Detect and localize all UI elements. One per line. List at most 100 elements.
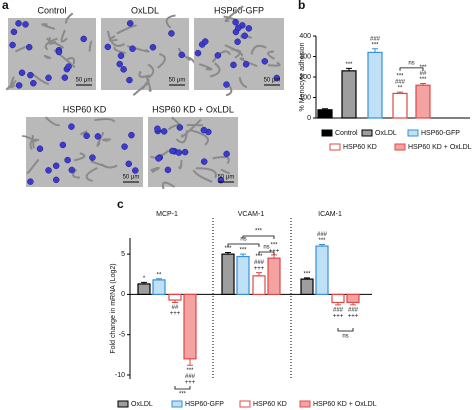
error-bar — [240, 253, 246, 257]
significance: *** — [239, 248, 247, 254]
micrograph — [8, 18, 96, 90]
significance: ### — [395, 80, 406, 86]
significance: * — [143, 276, 146, 282]
legend-swatch — [361, 129, 373, 137]
error-bar — [187, 358, 193, 366]
legend-label: Control — [335, 130, 358, 137]
panel-label: c — [117, 197, 124, 211]
group-label: ICAM-1 — [318, 211, 342, 218]
cell-shape — [72, 168, 80, 179]
legend-label: OxLDL — [375, 130, 397, 137]
significance: *** — [345, 62, 353, 68]
bracket-label: *** — [179, 392, 187, 398]
cell-shape — [44, 116, 61, 127]
significance: +++ — [254, 266, 265, 272]
monocyte — [68, 166, 76, 174]
legend-swatch — [329, 143, 341, 151]
significance: +++ — [170, 311, 181, 317]
monocyte — [245, 25, 253, 32]
cell-shape — [220, 168, 230, 174]
bar — [331, 293, 345, 304]
cell-shape — [156, 52, 166, 69]
significance: ### — [185, 374, 196, 380]
monocyte — [126, 76, 133, 84]
cell-shape — [190, 129, 209, 146]
significance: ## — [172, 305, 179, 311]
y-tick-label: 100 — [299, 94, 311, 101]
monocyte — [45, 167, 52, 174]
cell-shape — [267, 61, 281, 67]
monocyte — [235, 24, 242, 32]
scale-label: 50 μm — [218, 175, 235, 181]
bar — [367, 51, 383, 119]
monocyte — [223, 150, 230, 158]
monocyte — [89, 154, 96, 161]
error-bar — [346, 67, 352, 71]
cell-shape — [100, 163, 118, 169]
monocyte — [154, 125, 161, 132]
legend-swatch — [299, 400, 311, 408]
significance: *** — [371, 42, 379, 48]
monocyte — [261, 58, 269, 65]
scale-label: 50 μm — [264, 78, 281, 84]
cell-shape — [9, 76, 16, 89]
legend-swatch — [407, 129, 419, 137]
panel-label: b — [298, 0, 305, 12]
significance: *** — [396, 74, 404, 80]
monocyte — [117, 52, 125, 60]
monocyte — [178, 51, 186, 59]
monocyte — [164, 166, 172, 174]
bar — [341, 70, 357, 119]
monocyte — [52, 176, 60, 184]
significance: +++ — [185, 380, 196, 386]
y-tick-label: 5 — [121, 251, 125, 258]
bracket-label: ns — [240, 237, 246, 243]
bar — [392, 92, 408, 119]
monocyte — [121, 143, 128, 150]
monocyte — [83, 132, 90, 140]
monocyte — [126, 20, 134, 27]
image-label: Control — [37, 5, 66, 15]
error-bar — [350, 302, 356, 306]
error-bar — [397, 91, 403, 94]
y-axis-label: Fold change in mRNA (Log2) — [110, 263, 117, 353]
bracket-label: ns — [342, 334, 348, 340]
bar — [152, 279, 166, 296]
monocyte — [80, 35, 87, 43]
bracket-label: ns — [408, 60, 414, 66]
y-axis-label: % Monocyte adhesion — [299, 42, 306, 111]
error-bar — [225, 252, 231, 255]
group-label: MCP-1 — [156, 211, 178, 218]
bracket — [174, 386, 191, 390]
legend-swatch — [117, 400, 129, 408]
bracket-label: *** — [255, 229, 263, 235]
monocyte — [61, 74, 69, 81]
bar — [300, 278, 314, 296]
cell-shape — [212, 156, 230, 165]
error-bar — [319, 243, 325, 247]
bar — [346, 293, 360, 304]
cell-shape — [31, 134, 35, 149]
bar — [415, 84, 431, 119]
cell-shape — [195, 167, 217, 179]
cell-shape — [180, 118, 202, 138]
significance: *** — [186, 368, 194, 374]
bracket — [399, 67, 424, 71]
cell-shape — [238, 77, 248, 89]
significance: *** — [224, 246, 232, 252]
cell-shape — [94, 118, 116, 123]
panel-label: a — [2, 0, 9, 12]
scale-label: 50 μm — [123, 175, 140, 181]
y-tick-label: -10 — [115, 372, 125, 379]
cell-shape — [43, 54, 52, 60]
monocyte — [175, 149, 183, 156]
significance: *** — [255, 254, 263, 260]
bar — [221, 253, 235, 296]
cell-shape — [161, 181, 176, 190]
monocyte — [200, 126, 208, 134]
cell-shape — [224, 44, 243, 57]
legend-label: HSP60-GFP — [421, 130, 460, 137]
legend-label: HSP60 KD — [253, 401, 287, 408]
legend-label: HSP60-GFP — [185, 401, 224, 408]
